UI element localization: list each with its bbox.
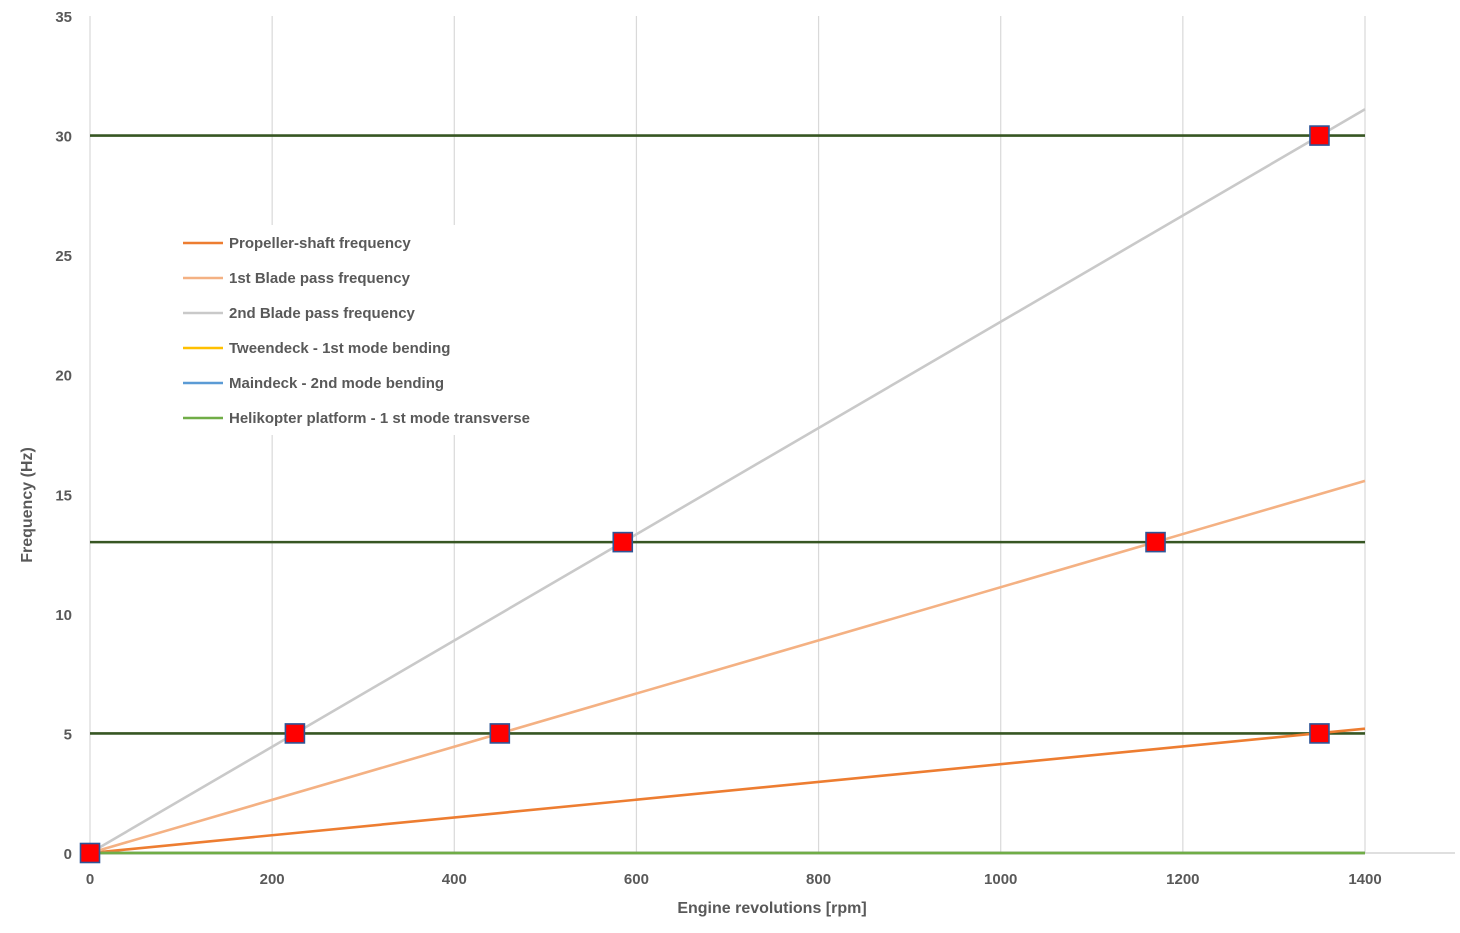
x-tick-label: 1400 xyxy=(1348,871,1381,888)
intersection-marker xyxy=(1309,125,1330,146)
y-tick-label: 30 xyxy=(55,129,72,146)
x-axis-title: Engine revolutions [rpm] xyxy=(677,900,866,917)
y-tick-label: 35 xyxy=(55,9,72,26)
legend-label: Helikopter platform - 1 st mode transver… xyxy=(229,410,530,427)
series-line xyxy=(89,479,1366,855)
y-tick-label: 5 xyxy=(64,726,72,743)
legend: Propeller-shaft frequency 1st Blade pass … xyxy=(170,225,570,435)
y-tick-label: 15 xyxy=(55,487,72,504)
intersection-marker xyxy=(284,723,306,744)
intersection-marker xyxy=(79,842,101,864)
y-axis-title: Frequency (Hz) xyxy=(19,447,36,563)
intersection-marker xyxy=(612,531,634,553)
legend-label: 1st Blade pass frequency xyxy=(229,270,411,287)
tick-labels: 0 200 400 600 800 1000 1200 1400 0 5 10 15 20 25 30 35 xyxy=(55,9,1381,888)
x-tick-label: 400 xyxy=(442,871,467,888)
x-tick-label: 800 xyxy=(806,871,831,888)
x-tick-label: 600 xyxy=(624,871,649,888)
x-tick-label: 200 xyxy=(260,871,285,888)
x-tick-label: 1200 xyxy=(1166,871,1199,888)
intersection-marker xyxy=(1309,723,1330,744)
series-line xyxy=(89,108,1366,855)
legend-label: Maindeck - 2nd mode bending xyxy=(229,375,444,392)
y-tick-label: 25 xyxy=(55,248,72,265)
series-line xyxy=(89,727,1366,855)
intersection-marker xyxy=(489,723,511,744)
legend-background xyxy=(170,225,570,435)
y-tick-label: 20 xyxy=(55,368,72,385)
legend-label: Propeller-shaft frequency xyxy=(229,235,411,252)
legend-label: Tweendeck - 1st mode bending xyxy=(229,340,450,357)
series-lines xyxy=(89,108,1366,855)
y-tick-label: 10 xyxy=(55,607,72,624)
y-tick-label: 0 xyxy=(64,846,72,863)
x-tick-label: 1000 xyxy=(984,871,1017,888)
markers xyxy=(79,125,1330,864)
x-tick-label: 0 xyxy=(86,871,94,888)
legend-label: 2nd Blade pass frequency xyxy=(229,305,416,322)
intersection-marker xyxy=(1145,531,1166,553)
